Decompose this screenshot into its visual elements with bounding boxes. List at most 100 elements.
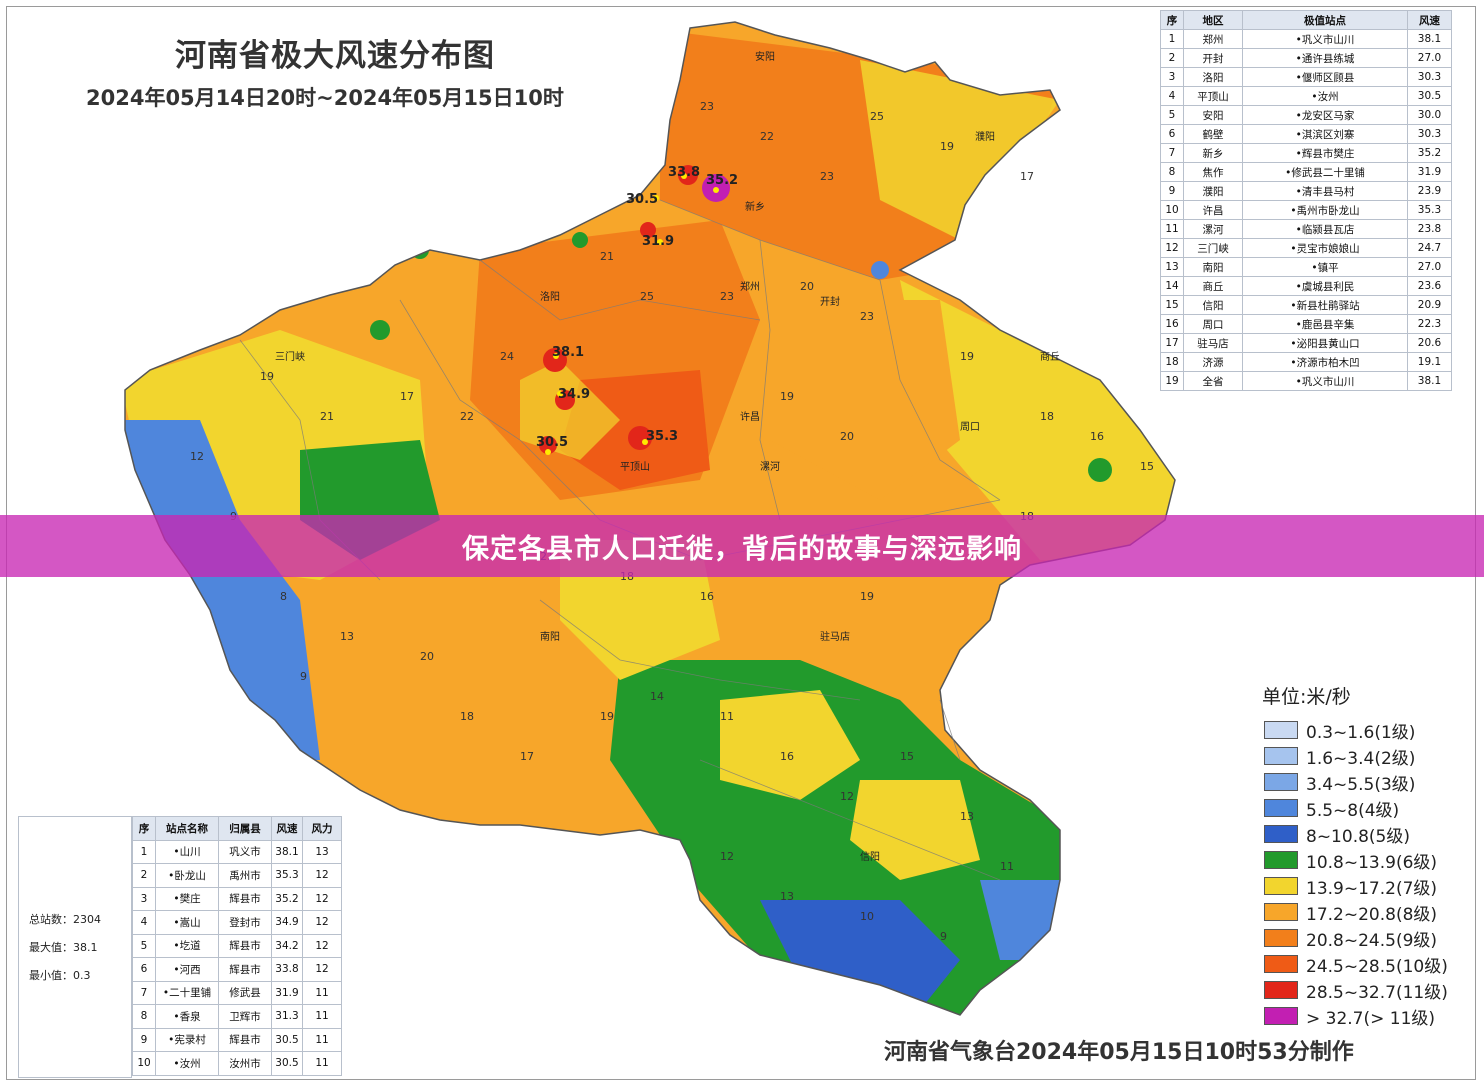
svg-text:20: 20 (800, 280, 814, 293)
cell-speed: 35.3 (1407, 200, 1452, 220)
cell-region: 南阳 (1183, 257, 1243, 277)
cell-speed: 38.1 (1407, 29, 1452, 49)
svg-text:12: 12 (190, 450, 204, 463)
table-row: 2 开封 •通许县练城 27.0 (1160, 48, 1452, 68)
cell-station: •偃师区顾县 (1242, 67, 1408, 87)
place-name-8: 许昌 (740, 411, 760, 423)
place-name-14: 漯河 (760, 461, 780, 473)
cell-speed: 31.9 (1407, 162, 1452, 182)
cell-station: •巩义市山川 (1242, 29, 1408, 49)
svg-text:13: 13 (340, 630, 354, 643)
cell-speed: 35.2 (271, 886, 303, 911)
cell-force: 12 (302, 910, 342, 935)
col-header-force: 风力 (302, 816, 342, 841)
cell-station: •卧龙山 (155, 863, 219, 888)
col-header-station: 站点名称 (155, 816, 219, 841)
cell-region: 鹤壁 (1183, 124, 1243, 144)
cell-region: 周口 (1183, 314, 1243, 334)
legend-swatch (1264, 747, 1298, 765)
overlay-banner: 保定各县市人口迁徙，背后的故事与深远影响 (0, 515, 1484, 577)
legend-label: 17.2~20.8(8级) (1306, 904, 1438, 925)
cell-force: 11 (302, 1051, 342, 1076)
legend-title: 单位:米/秒 (1262, 686, 1351, 708)
cell-region: 驻马店 (1183, 333, 1243, 353)
table-row: 12 三门峡 •灵宝市娘娘山 24.7 (1160, 238, 1452, 258)
legend-label: 20.8~24.5(9级) (1306, 930, 1438, 951)
cell-speed: 20.6 (1407, 333, 1452, 353)
cell-speed: 24.7 (1407, 238, 1452, 258)
cell-index: 19 (1160, 371, 1184, 391)
table-row: 14 商丘 •虞城县利民 23.6 (1160, 276, 1452, 296)
svg-text:18: 18 (1040, 410, 1054, 423)
cell-station: •新县杜鹃驿站 (1242, 295, 1408, 315)
svg-text:11: 11 (1000, 860, 1014, 873)
cell-speed: 30.5 (1407, 86, 1452, 106)
legend-swatch (1264, 903, 1298, 921)
extreme-value-1: 33.8 (668, 165, 700, 180)
col-header-speed: 风速 (1407, 10, 1452, 30)
cell-force: 11 (302, 1027, 342, 1052)
legend-item: 8~10.8(5级) (1262, 821, 1448, 847)
col-header-speed: 风速 (271, 816, 303, 841)
legend-item: 0.3~1.6(1级) (1262, 717, 1448, 743)
credit-line: 河南省气象台2024年05月15日10时53分制作 (884, 1040, 1354, 1065)
cell-station: •辉县市樊庄 (1242, 143, 1408, 163)
table-row: 8 •香泉 卫辉市 31.3 11 (132, 1004, 342, 1029)
cell-speed: 23.8 (1407, 219, 1452, 239)
legend-swatch (1264, 773, 1298, 791)
stat-max: 最大值：38.1 (29, 941, 98, 954)
legend-item: 24.5~28.5(10级) (1262, 951, 1448, 977)
cell-force: 12 (302, 863, 342, 888)
legend-label: 8~10.8(5级) (1306, 826, 1410, 847)
stats-panel: 总站数：2304 最大值：38.1 最小值：0.3 (18, 816, 132, 1078)
cell-index: 2 (1160, 48, 1184, 68)
svg-text:19: 19 (260, 370, 274, 383)
col-header-station: 极值站点 (1242, 10, 1408, 30)
table-header-row: 序 地区 极值站点 风速 (1160, 10, 1452, 30)
cell-index: 18 (1160, 352, 1184, 372)
legend-label: 28.5~32.7(11级) (1306, 982, 1448, 1003)
legend-swatch (1264, 929, 1298, 947)
svg-text:23: 23 (720, 290, 734, 303)
svg-text:19: 19 (860, 590, 874, 603)
city-extremes-table: 序 地区 极值站点 风速 1 郑州 •巩义市山川 38.1 2 开封 •通许县练城 27.0 3… (1160, 10, 1452, 391)
cell-speed: 30.5 (271, 1051, 303, 1076)
svg-text:15: 15 (1140, 460, 1154, 473)
cell-speed: 38.1 (271, 839, 303, 864)
place-name-5: 洛阳 (540, 290, 560, 303)
cell-station: •济源市柏木凹 (1242, 352, 1408, 372)
svg-text:25: 25 (870, 110, 884, 123)
legend-item: 1.6~3.4(2级) (1262, 743, 1448, 769)
cell-force: 12 (302, 957, 342, 982)
place-name-12: 驻马店 (820, 630, 850, 643)
cell-speed: 34.9 (271, 910, 303, 935)
legend-item: 5.5~8(4级) (1262, 795, 1448, 821)
banner-text: 保定各县市人口迁徙，背后的故事与深远影响 (462, 533, 1022, 565)
table-row: 18 济源 •济源市柏木凹 19.1 (1160, 352, 1452, 372)
cell-speed: 30.3 (1407, 67, 1452, 87)
cell-station: •灵宝市娘娘山 (1242, 238, 1408, 258)
cell-speed: 22.3 (1407, 314, 1452, 334)
svg-text:14: 14 (650, 690, 664, 703)
table-row: 3 •樊庄 辉县市 35.2 12 (132, 886, 342, 911)
legend-label: 13.9~17.2(7级) (1306, 878, 1438, 899)
extreme-value-0: 35.2 (706, 173, 738, 188)
table-row: 9 濮阳 •清丰县马村 23.9 (1160, 181, 1452, 201)
table-row: 1 郑州 •巩义市山川 38.1 (1160, 29, 1452, 49)
col-header-index: 序 (132, 816, 156, 841)
table-row: 10 许昌 •禹州市卧龙山 35.3 (1160, 200, 1452, 220)
cell-speed: 20.9 (1407, 295, 1452, 315)
legend: 单位:米/秒 0.3~1.6(1级) 1.6~3.4(2级) 3.4~5.5(3级)… (1262, 682, 1448, 1029)
svg-text:15: 15 (900, 750, 914, 763)
col-header-region: 地区 (1183, 10, 1243, 30)
svg-text:16: 16 (1090, 430, 1104, 443)
legend-label: 24.5~28.5(10级) (1306, 956, 1448, 977)
legend-swatch (1264, 721, 1298, 739)
cell-speed: 35.3 (271, 863, 303, 888)
cell-speed: 34.2 (271, 933, 303, 958)
table-row: 9 •宪录村 辉县市 30.5 11 (132, 1027, 342, 1052)
place-name-3: 郑州 (740, 280, 760, 293)
svg-text:13: 13 (780, 890, 794, 903)
legend-label: 5.5~8(4级) (1306, 800, 1400, 821)
